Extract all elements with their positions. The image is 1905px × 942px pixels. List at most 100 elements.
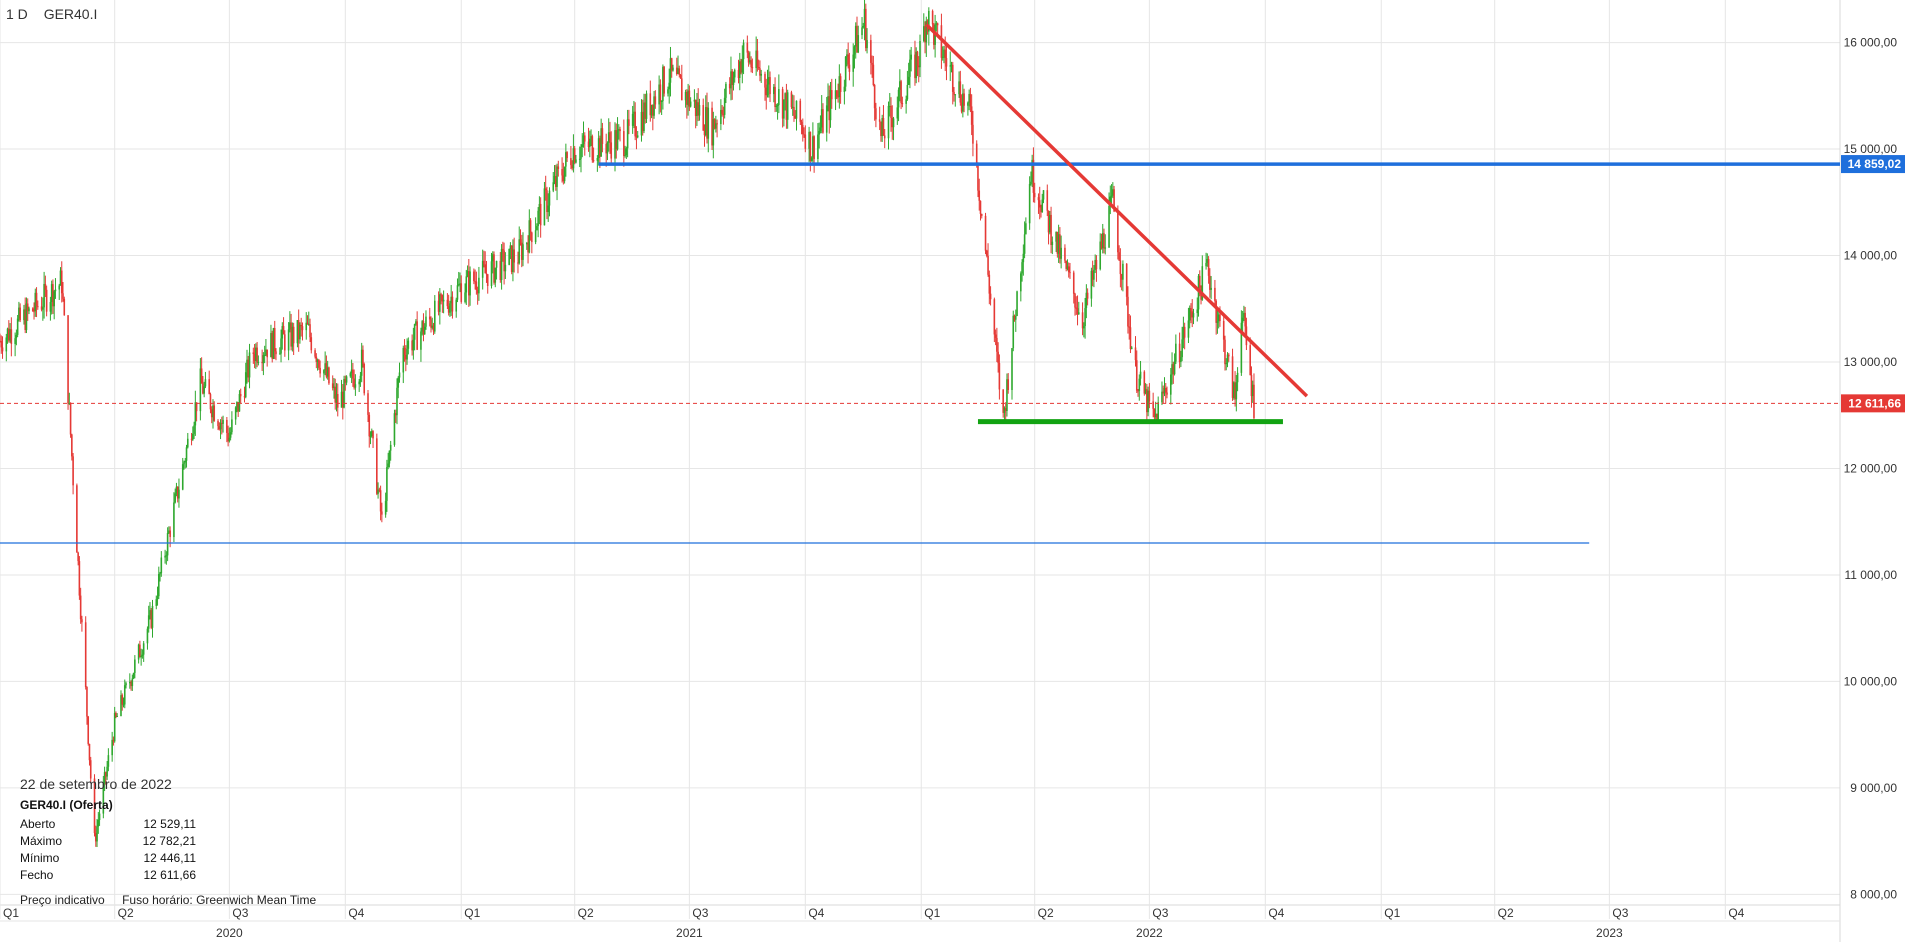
candle-body (289, 322, 291, 330)
candle-body (804, 134, 807, 149)
candle-body (1154, 413, 1157, 418)
candle-body (910, 54, 912, 60)
candle-body (890, 105, 892, 119)
candle-body (615, 130, 618, 150)
candle-body (623, 131, 625, 157)
candle-body (897, 89, 900, 108)
candle-body (919, 40, 921, 68)
y-axis: 8 000,00 9 000,00 10 000,00 11 000,00 12 000… (1844, 36, 1898, 902)
candle-body (455, 299, 458, 312)
candle-body (725, 83, 727, 98)
candle-body (1095, 259, 1098, 270)
downtrend-line (925, 23, 1309, 398)
ohlc-row-low: Mínimo 12 446,11 (20, 850, 196, 865)
candle-body (219, 422, 222, 430)
candle-body (31, 308, 34, 312)
candle-body (812, 136, 814, 158)
candle-body (0, 341, 3, 348)
x-quarter-label: Q4 (808, 906, 824, 920)
candle-body (1025, 223, 1027, 235)
candle-body (750, 60, 752, 68)
candle-body (834, 90, 837, 100)
candle-body (619, 129, 621, 132)
candle-body (299, 324, 301, 340)
candle-body (1209, 275, 1211, 290)
candle-body (659, 84, 662, 102)
candle-body (1093, 269, 1095, 280)
candle-body (675, 67, 678, 75)
candle-body (822, 109, 824, 133)
candle-body (678, 68, 681, 75)
candle-body (871, 62, 873, 65)
candle-body (557, 166, 560, 170)
candle-body (872, 64, 875, 85)
candle-body (1207, 259, 1210, 276)
timeframe-label[interactable]: 1 D (6, 6, 28, 22)
candle-body (1, 347, 4, 352)
candle-body (359, 375, 362, 382)
candle-body (1042, 190, 1045, 200)
candle-body (756, 50, 759, 68)
symbol-label[interactable]: GER40.I (43, 6, 98, 22)
candle-body (737, 69, 740, 78)
candle-body (1012, 315, 1015, 349)
candle-body (873, 84, 876, 109)
candle-body (1109, 196, 1112, 207)
candle-body (813, 136, 815, 159)
candle-body (1183, 326, 1186, 338)
candle-body (305, 322, 308, 331)
candle-body (696, 102, 698, 116)
x-quarter-label: Q4 (348, 906, 364, 920)
candle-body (217, 420, 219, 427)
candle-body (764, 73, 766, 88)
candle-body (977, 163, 979, 191)
candle-body (720, 109, 722, 125)
candle-body (52, 284, 54, 307)
candle-body (1206, 259, 1209, 263)
candle-body (50, 284, 53, 303)
candle-body (635, 136, 638, 138)
candle-body (363, 364, 366, 394)
candle-body (331, 383, 334, 389)
candle-body (502, 248, 504, 251)
candle-body (335, 394, 338, 403)
candle-body (157, 574, 160, 597)
candle-body (447, 306, 450, 313)
candle-body (1055, 231, 1057, 242)
candle-body (1101, 233, 1104, 249)
info-date: 22 de setembro de 2022 (20, 776, 172, 792)
candle-body (1138, 378, 1141, 391)
candle-body (609, 132, 611, 143)
candle-body (854, 25, 857, 47)
candle-body (829, 90, 832, 121)
candle-body (1219, 314, 1221, 321)
candle-body (325, 363, 328, 377)
candle-body (936, 23, 939, 26)
chart-header: 1 D GER40.I (6, 6, 109, 22)
candle-body (318, 359, 320, 368)
candle-body (643, 102, 645, 132)
candle-body (951, 64, 954, 92)
candle-body (185, 447, 188, 461)
candle-body (389, 444, 392, 451)
candle-body (141, 654, 144, 656)
candle-body (712, 119, 715, 146)
candle-body (84, 622, 87, 688)
candle-body (783, 99, 785, 119)
candle-body (552, 182, 555, 191)
candle-body (386, 467, 388, 501)
candle-body (377, 489, 379, 494)
candle-body (146, 628, 149, 644)
candle-body (403, 347, 406, 355)
candle-body (563, 166, 566, 182)
candle-body (175, 486, 178, 494)
candle-body (266, 349, 268, 358)
candle-body (441, 295, 444, 302)
candle-body (193, 425, 195, 434)
candle-body (985, 250, 988, 256)
candle-body (81, 619, 83, 623)
candle-body (478, 277, 480, 294)
candle-body (636, 135, 639, 138)
timezone-label: Fuso horário: Greenwich Mean Time (122, 893, 317, 907)
